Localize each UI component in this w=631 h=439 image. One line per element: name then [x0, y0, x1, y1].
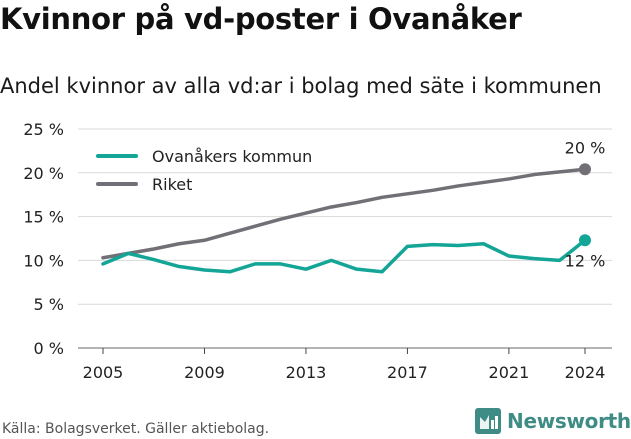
chart-subtitle: Andel kvinnor av alla vd:ar i bolag med … [0, 74, 602, 98]
y-tick-label: 0 % [34, 339, 64, 358]
y-tick-label: 10 % [23, 251, 64, 270]
chart-title: Kvinnor på vd-poster i Ovanåker [0, 2, 522, 36]
end-label: 20 % [565, 138, 606, 157]
source-note: Källa: Bolagsverket. Gäller aktiebolag. [2, 421, 270, 437]
series-lines [101, 163, 591, 274]
series-line-ovan-kers-kommun [101, 238, 587, 274]
legend: Ovanåkers kommun Riket [96, 147, 312, 194]
newsworthy-logo-text: Newsworthy [507, 409, 631, 433]
end-point-riket [579, 163, 591, 176]
end-labels: 12 % 20 % [565, 138, 606, 270]
series-line-riket [101, 167, 587, 260]
x-tick-label: 2005 [83, 363, 124, 382]
y-tick-label: 20 % [23, 164, 64, 183]
grid [78, 128, 612, 349]
newsworthy-logo-icon [475, 408, 501, 434]
end-label: 12 % [565, 251, 606, 270]
legend-label: Ovanåkers kommun [152, 147, 312, 166]
x-tick-label: 2009 [184, 363, 225, 382]
axes: 0 % 5 % 10 % 15 % 20 % 25 % 2005 2009 2013 2017 20… [23, 120, 605, 382]
y-tick-label: 5 % [34, 295, 64, 314]
x-tick-label: 2013 [286, 363, 327, 382]
newsworthy-logo: Newsworthy [475, 408, 631, 434]
x-tick-label: 2017 [387, 363, 428, 382]
y-tick-label: 15 % [23, 208, 64, 227]
legend-label: Riket [152, 175, 192, 194]
x-tick-label: 2024 [565, 363, 606, 382]
x-tick-label: 2021 [489, 363, 530, 382]
line-chart: 0 % 5 % 10 % 15 % 20 % 25 % 2005 2009 2013 2017 20… [23, 120, 612, 382]
end-point-ovan-kers-kommun [579, 234, 591, 247]
y-tick-label: 25 % [23, 120, 64, 139]
